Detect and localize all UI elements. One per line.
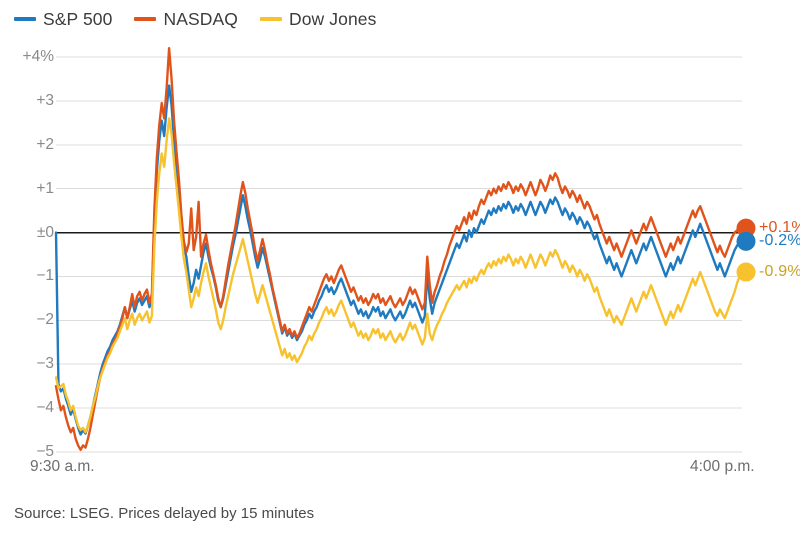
x-axis-tick-open: 9:30 a.m. [30, 458, 95, 475]
line-swatch-icon [134, 17, 157, 21]
line-swatch-icon [14, 17, 36, 21]
y-axis-tick-label: −5 [36, 443, 54, 460]
source-note: Source: LSEG. Prices delayed by 15 minut… [14, 505, 315, 522]
end-value-label-dow-jones: -0.9% [759, 263, 800, 281]
legend-item-nasdaq[interactable]: NASDAQ [134, 9, 238, 30]
y-axis-tick-label: +4% [22, 48, 54, 65]
y-axis-tick-label: −3 [36, 355, 54, 373]
series-end-dot-s-p-500 [736, 231, 756, 251]
legend-item-dowjones[interactable]: Dow Jones [259, 8, 377, 30]
legend-label-sp500: S&P 500 [43, 8, 113, 29]
y-axis-tick-label: ±0 [36, 223, 54, 241]
chart-legend: S&P 500 NASDAQ Dow Jones [14, 6, 376, 32]
series-end-dot-nasdaq [736, 218, 756, 238]
legend-label-dowjones: Dow Jones [288, 8, 377, 29]
line-swatch-icon [259, 17, 282, 21]
chart-canvas [54, 47, 756, 453]
y-axis-tick-label: −2 [36, 311, 54, 329]
y-axis-tick-label: +1 [36, 179, 54, 197]
y-axis-tick-label: +2 [36, 135, 54, 153]
series-line-s-p-500 [54, 84, 744, 436]
series-end-dot-dow-jones [736, 262, 756, 282]
plot-area: +4% +3 +2 +1 ±0 −1 −2 −3 −4 −5 +0.1%-0.2% -0.9% 9:… [0, 0, 800, 500]
y-axis-tick-label: −4 [36, 399, 54, 417]
series-line-nasdaq [54, 47, 744, 452]
end-value-label-nasdaq: +0.1% [759, 219, 800, 237]
end-value-label-s-p-500: -0.2% [759, 232, 800, 250]
y-axis-ticks: +4% +3 +2 +1 ±0 −1 −2 −3 −4 −5 [0, 0, 54, 500]
y-axis-tick-label: +3 [36, 91, 54, 109]
legend-item-sp500[interactable]: S&P 500 [14, 9, 112, 30]
x-axis-tick-close: 4:00 p.m. [690, 458, 755, 475]
legend-label-nasdaq: NASDAQ [163, 8, 238, 29]
series-line-dow-jones [54, 117, 744, 434]
y-axis-tick-label: −1 [36, 267, 54, 285]
